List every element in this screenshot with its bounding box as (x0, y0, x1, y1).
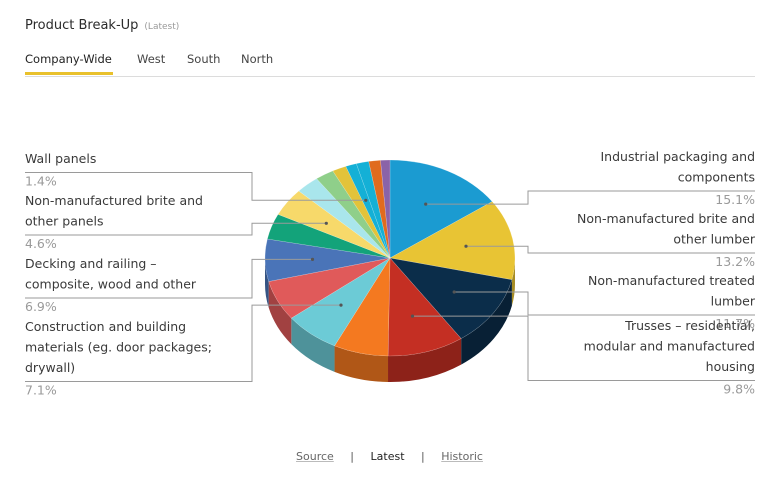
pie-slice-wall-panels[interactable] (345, 163, 391, 259)
slice-label-name: drywall) (25, 360, 75, 375)
slice-label-name: Wall panels (25, 151, 96, 166)
pie-slice-non-manufactured-treated-lumber[interactable] (389, 257, 513, 339)
footer-separator: | (350, 450, 355, 463)
leader-line (25, 304, 341, 382)
pie-slice-other[interactable] (316, 170, 391, 259)
slice-label-value: 11.7% (715, 316, 755, 331)
leader-dot (339, 303, 343, 307)
active-tab-indicator (25, 72, 113, 75)
leader-line (25, 258, 313, 299)
slice-label-name: components (678, 170, 755, 185)
pie-slice-side (461, 279, 512, 365)
leader-line (25, 172, 366, 201)
source-link[interactable]: Source (296, 450, 334, 463)
pie-slice-other[interactable] (334, 257, 391, 357)
slice-label-name: composite, wood and other (25, 277, 197, 292)
tab-company-wide[interactable]: Company-Wide (25, 52, 112, 66)
view-switcher: Source | Latest | Historic (0, 450, 779, 463)
pie-slice-other[interactable] (298, 178, 391, 259)
pie-slice-side (511, 258, 515, 306)
slice-labels: Industrial packaging and components 15.1% N… (25, 149, 756, 398)
pie-slices (264, 159, 516, 357)
leader-dot (410, 314, 415, 318)
slice-label: Non-manufactured brite and other panels 4.… (25, 193, 328, 251)
pie-slice-trusses-residential-modular-and-manufact[interactable] (387, 257, 462, 357)
tab-south[interactable]: South (187, 52, 221, 66)
slice-label-name: lumber (711, 294, 756, 309)
slice-label-name: Non-manufactured brite and (25, 193, 203, 208)
slice-label: Industrial packaging and components 15.1% (424, 149, 755, 207)
slice-label-value: 4.6% (25, 236, 57, 251)
region-tabs: Company-Wide West South North (25, 52, 755, 77)
historic-link[interactable]: Historic (441, 450, 483, 463)
pie-slice-non-manufactured-brite-and-other-panels[interactable] (277, 190, 391, 259)
slice-label-value: 13.2% (715, 254, 755, 269)
leader-line (412, 315, 755, 381)
pie-side-walls (265, 258, 515, 382)
slice-label: Trusses – residential, modular and manufa… (410, 314, 755, 397)
slice-label-name: Construction and building (25, 319, 186, 334)
leader-dot (324, 221, 328, 225)
footer-separator: | (421, 450, 425, 463)
pie-slice-construction-and-building-materials-eg-d[interactable] (290, 257, 391, 347)
slice-label-name: materials (eg. door packages; (25, 340, 212, 355)
tab-west[interactable]: West (137, 52, 166, 66)
slice-label: Non-manufactured brite and other lumber 13… (464, 211, 756, 269)
slice-label: Construction and building materials (eg. … (25, 303, 343, 398)
leader-dot (310, 257, 315, 261)
pie-slice-side (291, 318, 335, 372)
pie-slice-non-manufactured-brite-and-other-lumber[interactable] (389, 201, 516, 281)
chart-header: Product Break-Up (Latest) (25, 18, 179, 33)
slice-label: Wall panels 1.4% (25, 151, 368, 202)
slice-label-name: Decking and railing – (25, 256, 157, 271)
pie-slice-side (334, 345, 389, 382)
latest-link[interactable]: Latest (370, 450, 405, 463)
leader-dot (424, 202, 428, 206)
slice-label-value: 15.1% (715, 192, 755, 207)
slice-label-name: modular and manufactured (584, 339, 755, 354)
pie-slice-side (388, 338, 462, 382)
leader-dot (464, 244, 468, 248)
leader-dot (364, 198, 368, 202)
tab-north[interactable]: North (241, 52, 274, 66)
pie-slice-other[interactable] (267, 214, 391, 259)
leader-line (425, 190, 755, 205)
leader-dot (452, 290, 456, 294)
pie-slice-decking-and-railing-composite-wood-and-o[interactable] (264, 238, 391, 282)
pie-slice-other[interactable] (356, 161, 391, 259)
pie-slice-side (265, 258, 269, 308)
slice-label-name: other panels (25, 214, 103, 229)
pie-slice-industrial-packaging-and-components[interactable] (389, 159, 493, 259)
slice-label-value: 1.4% (25, 174, 57, 189)
slice-label-name: Industrial packaging and (601, 149, 756, 164)
pie-slice-side (268, 281, 292, 345)
pie-slice-other[interactable] (268, 257, 391, 319)
pie-slice-other[interactable] (368, 160, 391, 259)
chart-title: Product Break-Up (25, 18, 139, 33)
slice-label-name: Non-manufactured brite and (577, 211, 755, 226)
pie-slice-other[interactable] (332, 166, 391, 259)
slice-label-name: other lumber (673, 232, 755, 247)
slice-label-value: 9.8% (723, 382, 755, 397)
slice-label-name: Non-manufactured treated (588, 273, 755, 288)
slice-label: Non-manufactured treated lumber 11.7% (452, 273, 756, 331)
chart-subtitle: (Latest) (144, 22, 180, 32)
leader-line (466, 245, 755, 254)
pie-slice-other[interactable] (380, 159, 391, 259)
leader-line (25, 222, 327, 236)
leader-line (454, 291, 755, 316)
slice-label-name: housing (706, 359, 755, 374)
slice-label: Decking and railing – composite, wood and… (25, 256, 315, 314)
slice-label-name: Trusses – residential, (624, 318, 755, 333)
slice-label-value: 6.9% (25, 299, 57, 314)
slice-label-value: 7.1% (25, 383, 57, 398)
